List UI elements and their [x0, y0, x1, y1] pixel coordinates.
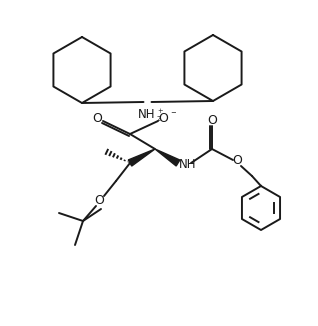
Polygon shape — [128, 149, 155, 166]
Text: $_2^+$: $_2^+$ — [156, 108, 164, 124]
Text: O: O — [92, 112, 102, 126]
Text: O: O — [158, 112, 168, 126]
Text: O: O — [207, 113, 217, 126]
Text: NH: NH — [179, 158, 197, 171]
Text: $^-$: $^-$ — [169, 110, 177, 120]
Text: O: O — [94, 195, 104, 208]
Polygon shape — [155, 149, 180, 166]
Text: NH: NH — [138, 108, 155, 121]
Text: O: O — [232, 155, 242, 168]
